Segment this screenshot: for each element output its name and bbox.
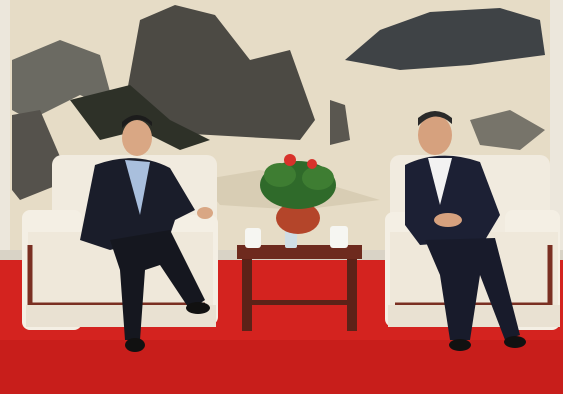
side-table [237,222,362,331]
carpet-shade [0,340,563,394]
right-man [405,111,526,351]
left-man [80,115,213,352]
potted-plant [260,154,336,234]
